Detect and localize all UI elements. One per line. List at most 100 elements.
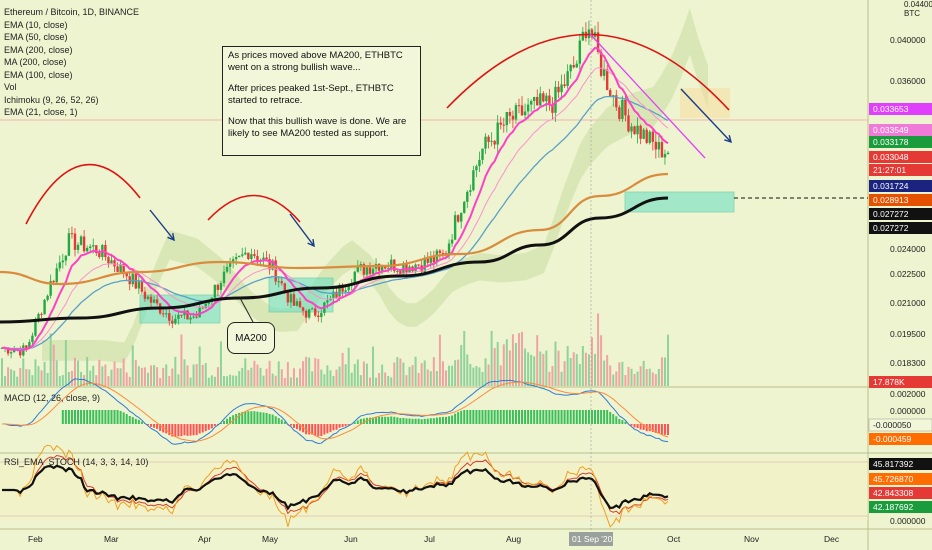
volume-bar [375, 377, 378, 386]
volume-bar [46, 372, 49, 386]
candle [605, 69, 609, 91]
candle [222, 271, 226, 284]
volume-bar [663, 357, 666, 386]
macd-histogram-bar [636, 424, 639, 429]
macd-histogram-bar [183, 424, 186, 436]
macd-histogram-bar [180, 424, 183, 437]
support-zone-target [624, 191, 735, 213]
macd-histogram-bar [259, 412, 262, 424]
macd-histogram-bar [253, 411, 256, 424]
macd-histogram-bar [663, 424, 666, 435]
candle [502, 124, 505, 126]
annotation-text: As prices moved above MA200, ETHBTC went… [228, 50, 403, 73]
rsi-pane-label[interactable]: RSI_EMA_STOCH (14, 3, 3, 14, 10) [4, 457, 149, 467]
volume-bar [332, 375, 335, 386]
ma200-callout[interactable]: MA200 [227, 322, 275, 354]
volume-bar [575, 354, 578, 386]
candle [463, 201, 466, 213]
candle [441, 252, 445, 254]
volume-bar [642, 360, 645, 386]
legend-item[interactable]: EMA (200, close) [4, 44, 73, 55]
macd-histogram-bar [271, 414, 274, 424]
volume-bar [505, 339, 508, 386]
volume-bar [156, 367, 159, 386]
macd-histogram-bar [216, 424, 219, 425]
macd-histogram-bar [445, 416, 447, 424]
candle [195, 316, 198, 318]
macd-histogram-bar [329, 424, 332, 433]
candle [499, 122, 502, 125]
candle [520, 105, 524, 116]
volume-bar [502, 344, 505, 386]
macd-histogram-bar [98, 410, 101, 424]
volume-bar [137, 366, 140, 386]
top-arc-feb [25, 163, 141, 225]
legend-item[interactable]: EMA (50, close) [4, 32, 68, 42]
macd-histogram-bar [566, 410, 569, 424]
macd-histogram-bar [244, 411, 247, 424]
volume-bar [438, 334, 441, 386]
volume-bar [265, 368, 268, 386]
candle [481, 148, 484, 160]
candle [539, 93, 542, 106]
legend-item[interactable]: EMA (100, close) [4, 69, 73, 80]
candle [177, 314, 180, 319]
macd-histogram-bar [314, 424, 317, 436]
macd-pane-label[interactable]: MACD (12, 26, close, 9) [4, 393, 101, 403]
macd-histogram-bar [299, 424, 302, 431]
macd-histogram-bar [171, 424, 174, 437]
macd-histogram-bar [210, 424, 213, 429]
legend-item[interactable]: MA (200, close) [4, 57, 67, 67]
candle [356, 265, 360, 272]
volume-bar [441, 361, 444, 386]
macd-axis-tick: 0.002000 [890, 389, 926, 399]
candle [292, 294, 296, 306]
legend-item[interactable]: Vol [4, 82, 17, 92]
trend-arrow-head [724, 135, 733, 144]
macd-histogram-bar [572, 410, 575, 424]
volume-bar [460, 345, 463, 386]
candle [280, 281, 283, 284]
candle [49, 280, 52, 296]
macd-histogram-bar [168, 424, 171, 436]
candle [666, 152, 670, 155]
macd-histogram-bar [612, 414, 615, 424]
volume-bar [429, 371, 432, 386]
macd-histogram-bar [384, 416, 387, 424]
macd-histogram-bar [420, 419, 423, 424]
trend-arrow [289, 213, 315, 247]
volume-bar [399, 358, 402, 386]
volume-bar [594, 353, 597, 386]
legend-item[interactable]: Ichimoku (9, 26, 52, 26) [4, 94, 99, 105]
candle [85, 247, 89, 252]
volume-bar [95, 375, 98, 386]
price-tag [869, 151, 932, 163]
macd-histogram-bar [268, 413, 271, 424]
annotation-box[interactable]: As prices moved above MA200, ETHBTC went… [222, 46, 421, 156]
volume-bar [219, 341, 222, 386]
volume-bar [4, 376, 7, 386]
rsi-axis-tick: 0.000000 [890, 516, 926, 526]
time-axis-label: Aug [506, 534, 521, 544]
candle [359, 264, 363, 266]
macd-histogram-bar [347, 424, 350, 426]
volume-bar [226, 376, 229, 386]
legend-item[interactable]: EMA (21, close, 1) [4, 107, 78, 117]
macd-histogram-bar [390, 416, 393, 424]
macd-histogram-bar [587, 410, 590, 424]
legend-item[interactable]: EMA (10, close) [4, 19, 68, 30]
volume-bar [299, 368, 302, 386]
volume-bar [609, 365, 612, 386]
macd-histogram-bar [153, 424, 156, 428]
candle [12, 349, 16, 353]
legend-title[interactable]: Ethereum / Bitcoin, 1D, BINANCE [4, 7, 140, 17]
candle [368, 267, 372, 274]
ema10-line [1, 46, 669, 352]
volume-bar [125, 372, 128, 386]
macd-histogram-bar [514, 410, 517, 424]
macd-histogram-bar [402, 417, 405, 424]
time-axis-label: Apr [198, 534, 211, 544]
volume-bar [569, 358, 572, 386]
price-axis-tick: 0.022500 [890, 269, 926, 279]
